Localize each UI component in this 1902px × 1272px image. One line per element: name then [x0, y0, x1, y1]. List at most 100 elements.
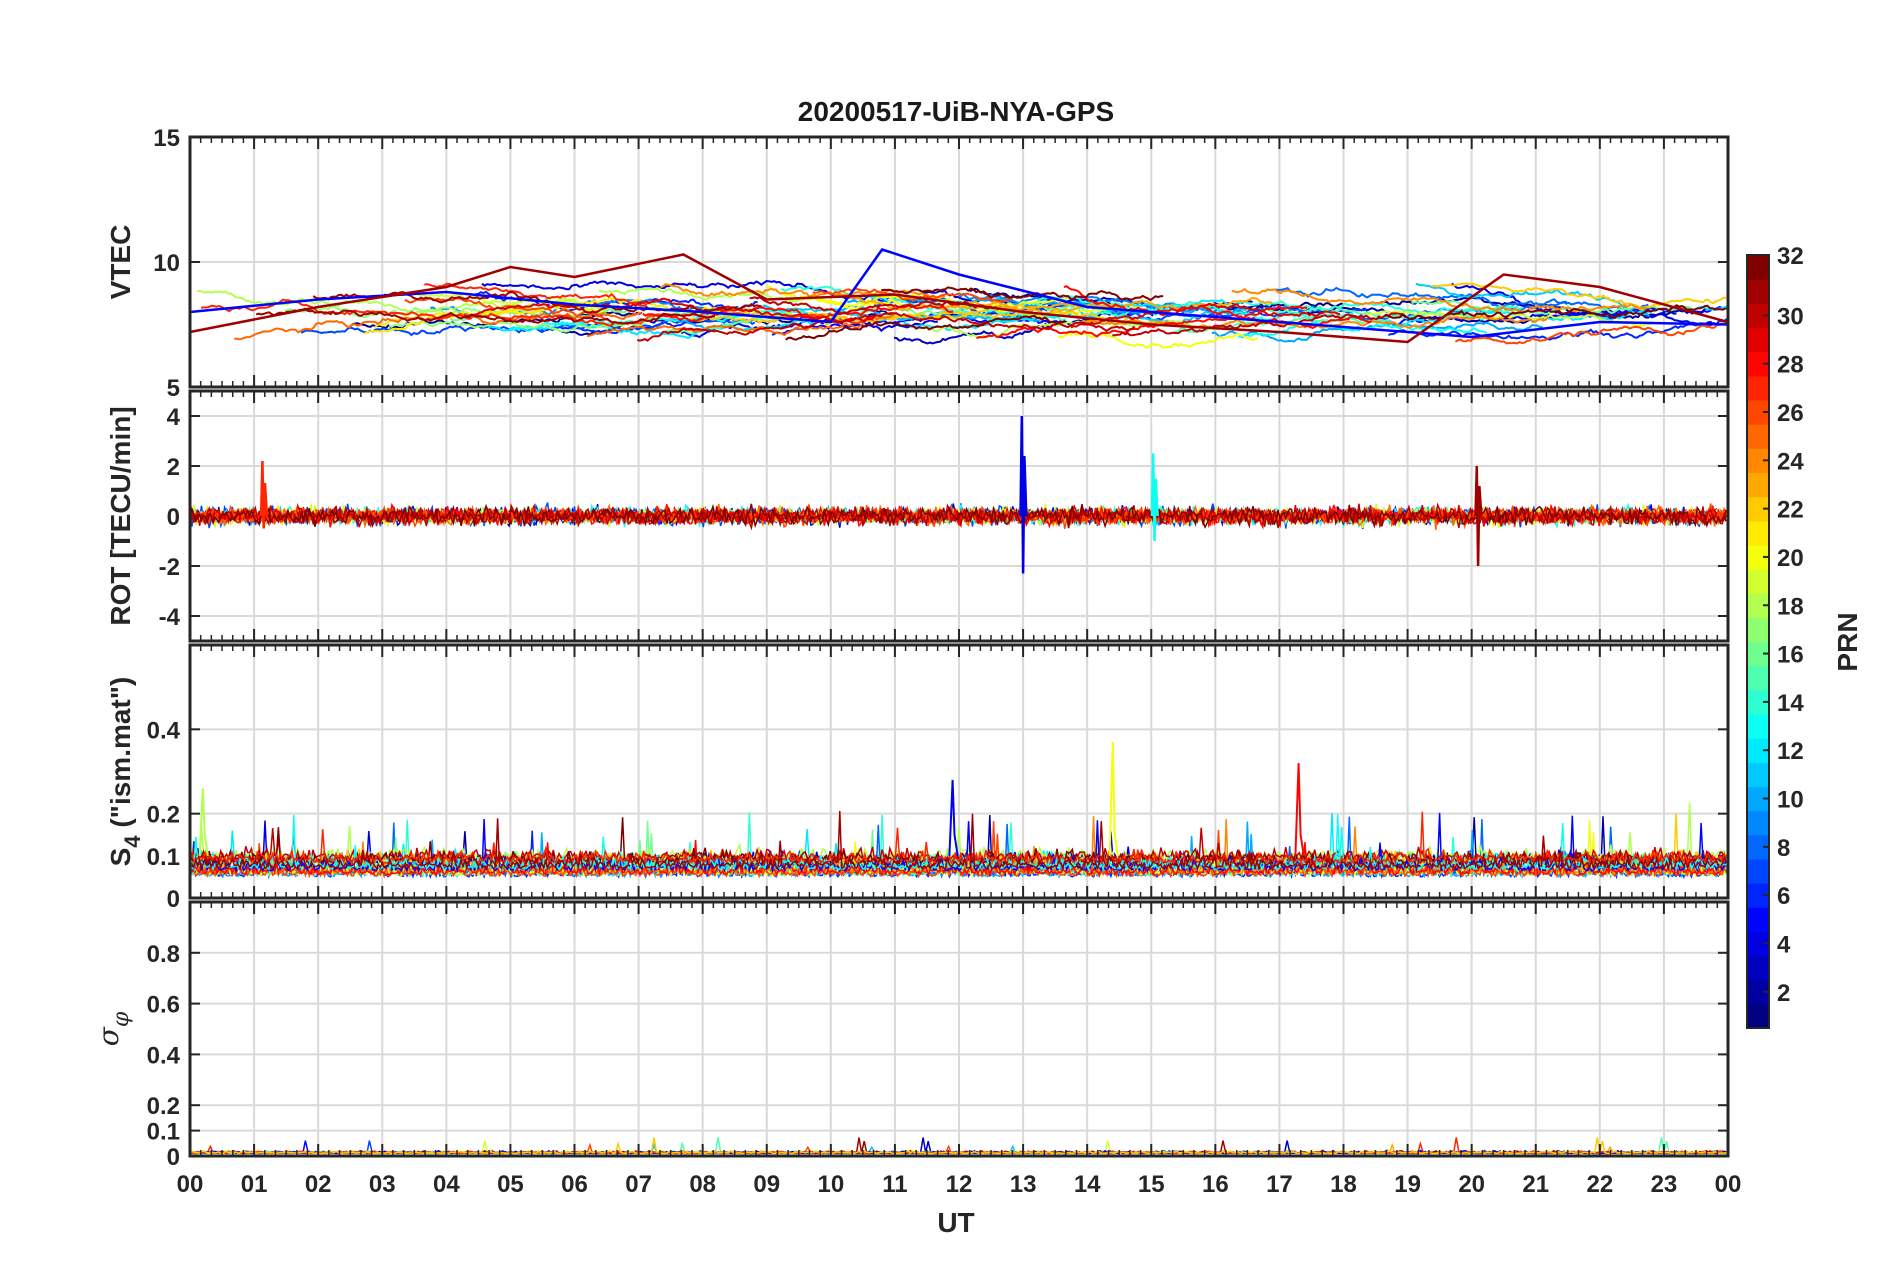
colorbar-segment — [1747, 327, 1769, 353]
panel-1-frame — [188, 135, 1730, 389]
y-tick-label: 0.2 — [147, 1093, 180, 1120]
vtec-trace-prn-27 — [200, 298, 615, 327]
y-tick-label: 0.4 — [147, 717, 181, 744]
x-tick-label: 22 — [1586, 1171, 1613, 1198]
vtec-trace-prn-30 — [637, 312, 1136, 342]
vtec-trace-prn-28 — [976, 304, 1308, 340]
y-tick-label: 4 — [167, 404, 181, 431]
panel-2-frame — [188, 389, 1730, 643]
colorbar-tick-label: 26 — [1777, 400, 1804, 427]
colorbar-segment — [1747, 689, 1769, 715]
colorbar-segment — [1747, 738, 1769, 763]
vtec-trace-prn-26 — [1454, 321, 1728, 345]
colorbar-segment — [1747, 448, 1769, 474]
colorbar-frame — [1746, 254, 1770, 1029]
s4-peak-prn-5 — [948, 779, 959, 856]
x-tick-label: 11 — [882, 1171, 907, 1198]
y-tick-label: 0 — [167, 504, 180, 531]
colorbar-segment — [1747, 520, 1769, 546]
y-tick-label: 0.1 — [147, 844, 180, 871]
x-tick-label: 21 — [1522, 1171, 1549, 1198]
panel-3: 0 0.1 0.2 0.4S4 ("ism.mat") — [105, 643, 1730, 913]
y-axis-label-panel-1: VTEC — [105, 225, 136, 300]
colorbar-tick-label: 10 — [1777, 787, 1804, 814]
y-tick-label: -4 — [159, 604, 181, 631]
x-axis-label: UT — [937, 1207, 974, 1238]
vtec-trace-prn-30 — [1112, 312, 1405, 337]
vtec-trace-prn-19 — [397, 291, 616, 311]
rot-spike-prn-13 — [1150, 453, 1159, 542]
x-tick-label: 19 — [1394, 1171, 1421, 1198]
panel-2: -4 -2 0 2 4 ROT [TECU/min] — [105, 389, 1730, 643]
colorbar-segment — [1747, 303, 1769, 329]
colorbar-tick-label: 32 — [1777, 243, 1804, 270]
rot-spike-prn-4 — [1019, 415, 1028, 574]
colorbar-segment — [1747, 955, 1769, 981]
x-tick-label: 18 — [1330, 1171, 1357, 1198]
x-tick-label: 04 — [433, 1171, 460, 1198]
s4-trace-prn-31 — [190, 810, 1727, 872]
vtec-trace-prn-30 — [749, 296, 1000, 316]
panel-3-frame — [188, 643, 1730, 900]
colorbar-tick-label: 16 — [1777, 642, 1804, 669]
colorbar-segment — [1747, 979, 1769, 1005]
colorbar-segment — [1747, 883, 1769, 908]
colorbar-tick-label: 2 — [1777, 980, 1790, 1007]
x-tick-label: 16 — [1202, 1171, 1229, 1198]
x-tick-label: 15 — [1138, 1171, 1165, 1198]
colorbar-segment — [1747, 279, 1769, 304]
colorbar-tick-label: 4 — [1777, 931, 1791, 958]
colorbar-segment — [1747, 424, 1769, 449]
vtec-trace-prn-27 — [424, 282, 653, 307]
colorbar-segment — [1747, 375, 1769, 401]
x-tick-label: 08 — [689, 1171, 716, 1198]
vtec-trace-prn-26 — [812, 287, 1013, 303]
colorbar-tick-label: 18 — [1777, 593, 1804, 620]
y-tick-label: 10 — [153, 250, 180, 277]
panel-1: 5 10 15 VTEC — [105, 125, 1730, 402]
rot-trace-prn-32 — [190, 503, 1727, 529]
colorbar-segment — [1747, 255, 1769, 280]
y-axis-label-panel-2: ROT [TECU/min] — [105, 406, 136, 625]
colorbar-segment — [1747, 569, 1769, 594]
vtec-trace-prn-25 — [586, 311, 898, 338]
x-tick-label: 00 — [177, 1171, 204, 1198]
colorbar-segment — [1747, 496, 1769, 522]
colorbar-segment — [1747, 713, 1769, 739]
x-tick-label: 07 — [625, 1171, 652, 1198]
colorbar-tick-label: 22 — [1777, 497, 1804, 524]
colorbar-tick-label: 28 — [1777, 352, 1804, 379]
y-tick-label: 0 — [167, 1144, 180, 1171]
vtec-trace-prn-32 — [881, 286, 1164, 302]
vtec-trace-prn-13 — [510, 309, 817, 332]
colorbar-segment — [1747, 641, 1769, 667]
colorbar-segment — [1747, 762, 1769, 788]
vtec-series-prn-31 — [190, 253, 1728, 344]
colorbar-tick-label: 20 — [1777, 545, 1804, 572]
x-tick-label: 05 — [497, 1171, 524, 1198]
y-tick-label: 0.6 — [147, 992, 180, 1019]
s4-peak-prn-28 — [1294, 763, 1305, 856]
colorbar-segment — [1747, 1003, 1769, 1029]
s4-peak-prn-18 — [198, 788, 209, 856]
x-axis: 00 01 02 03 04 05 06 07 08 09 10 11 12 13 14 15 16 17 18 19… — [177, 1171, 1742, 1198]
x-tick-label: 09 — [753, 1171, 780, 1198]
panel-4: 00.10.2 0.4 0.6 0.8 σφ — [92, 900, 1730, 1171]
y-axis-label-panel-4: σφ — [92, 1011, 134, 1046]
panel-4-frame — [188, 900, 1730, 1158]
colorbar-tick-label: 24 — [1777, 448, 1804, 475]
colorbar-segment — [1747, 810, 1769, 836]
colorbar-segment — [1747, 617, 1769, 643]
colorbar-tick-label: 30 — [1777, 303, 1804, 330]
x-tick-label: 14 — [1074, 1171, 1101, 1198]
y-axis-label-panel-3: S4 ("ism.mat") — [105, 677, 145, 867]
vtec-trace-prn-26 — [404, 296, 875, 326]
colorbar-segment — [1747, 399, 1769, 425]
y-tick-label: 5 — [167, 375, 180, 402]
vtec-series-prn-5 — [190, 248, 1728, 339]
y-tick-label: 0.8 — [147, 941, 180, 968]
vtec-trace-prn-31 — [255, 307, 716, 325]
x-tick-label: 03 — [369, 1171, 396, 1198]
